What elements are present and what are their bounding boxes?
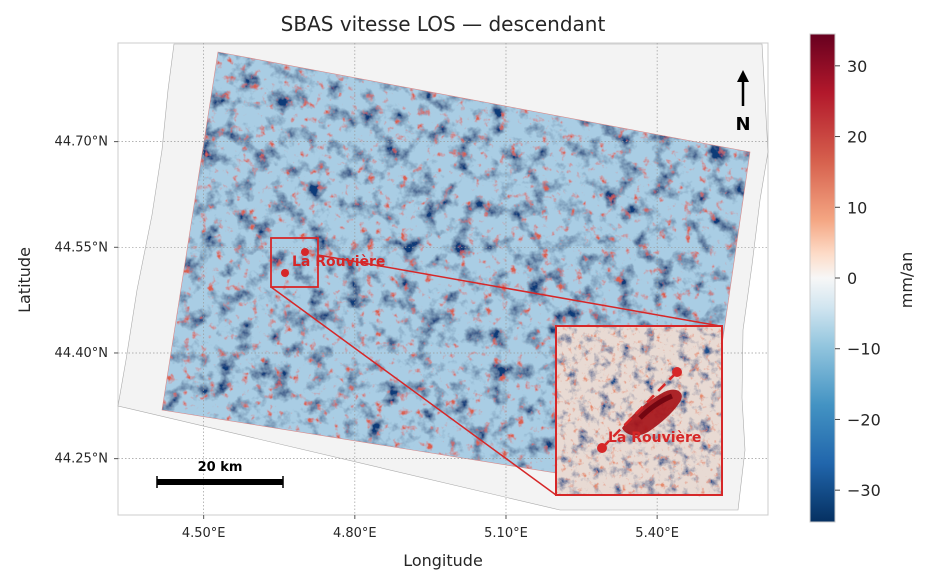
y-axis-label: Latitude [15,247,34,313]
connector-line-top [317,254,721,327]
colorbar-tick-label: 30 [847,57,867,76]
marker-point-a [301,248,309,256]
inset-marker-a [672,367,682,377]
inset-place-label: La Rouvière [608,430,701,446]
colorbar-tick-label: −30 [847,481,881,500]
y-tick-label: 44.40°N [55,346,108,361]
scale-bar: 20 km [156,460,284,488]
north-arrow-label: N [735,114,750,135]
place-label: La Rouvière [292,254,385,270]
x-tick-label: 4.80°E [333,526,377,541]
y-tick-label: 44.55°N [55,240,108,255]
colorbar-tick-label: 10 [847,198,867,217]
colorbar-tick-label: 0 [847,269,857,288]
inset-marker-b [597,443,607,453]
inset-path-line [601,371,678,449]
x-tick-label: 5.10°E [484,526,528,541]
map-title: SBAS vitesse LOS — descendant [281,12,606,36]
north-arrow: N [735,70,751,135]
x-axis-ticks: 4.50°E 4.80°E 5.10°E 5.40°E [182,515,679,541]
x-axis-label: Longitude [403,551,483,570]
y-tick-label: 44.70°N [55,135,108,150]
scale-bar-label: 20 km [198,460,243,475]
x-tick-label: 5.40°E [635,526,679,541]
colorbar-tick-label: −10 [847,340,881,359]
y-tick-label: 44.25°N [55,452,108,467]
inset-frame [555,325,723,496]
zoom-box [270,237,319,288]
y-axis-ticks: 44.70°N 44.55°N 44.40°N 44.25°N [55,135,118,467]
colorbar-tick-label: −20 [847,410,881,429]
connector-line-bottom [270,286,557,496]
x-tick-label: 4.50°E [182,526,226,541]
colorbar-tick-label: 20 [847,128,867,147]
colorbar-label: mm/an [897,252,916,309]
colorbar [809,33,836,523]
marker-point-b [281,269,289,277]
colorbar-ticks: 30 20 10 0 −10 −20 −30 [835,57,881,500]
